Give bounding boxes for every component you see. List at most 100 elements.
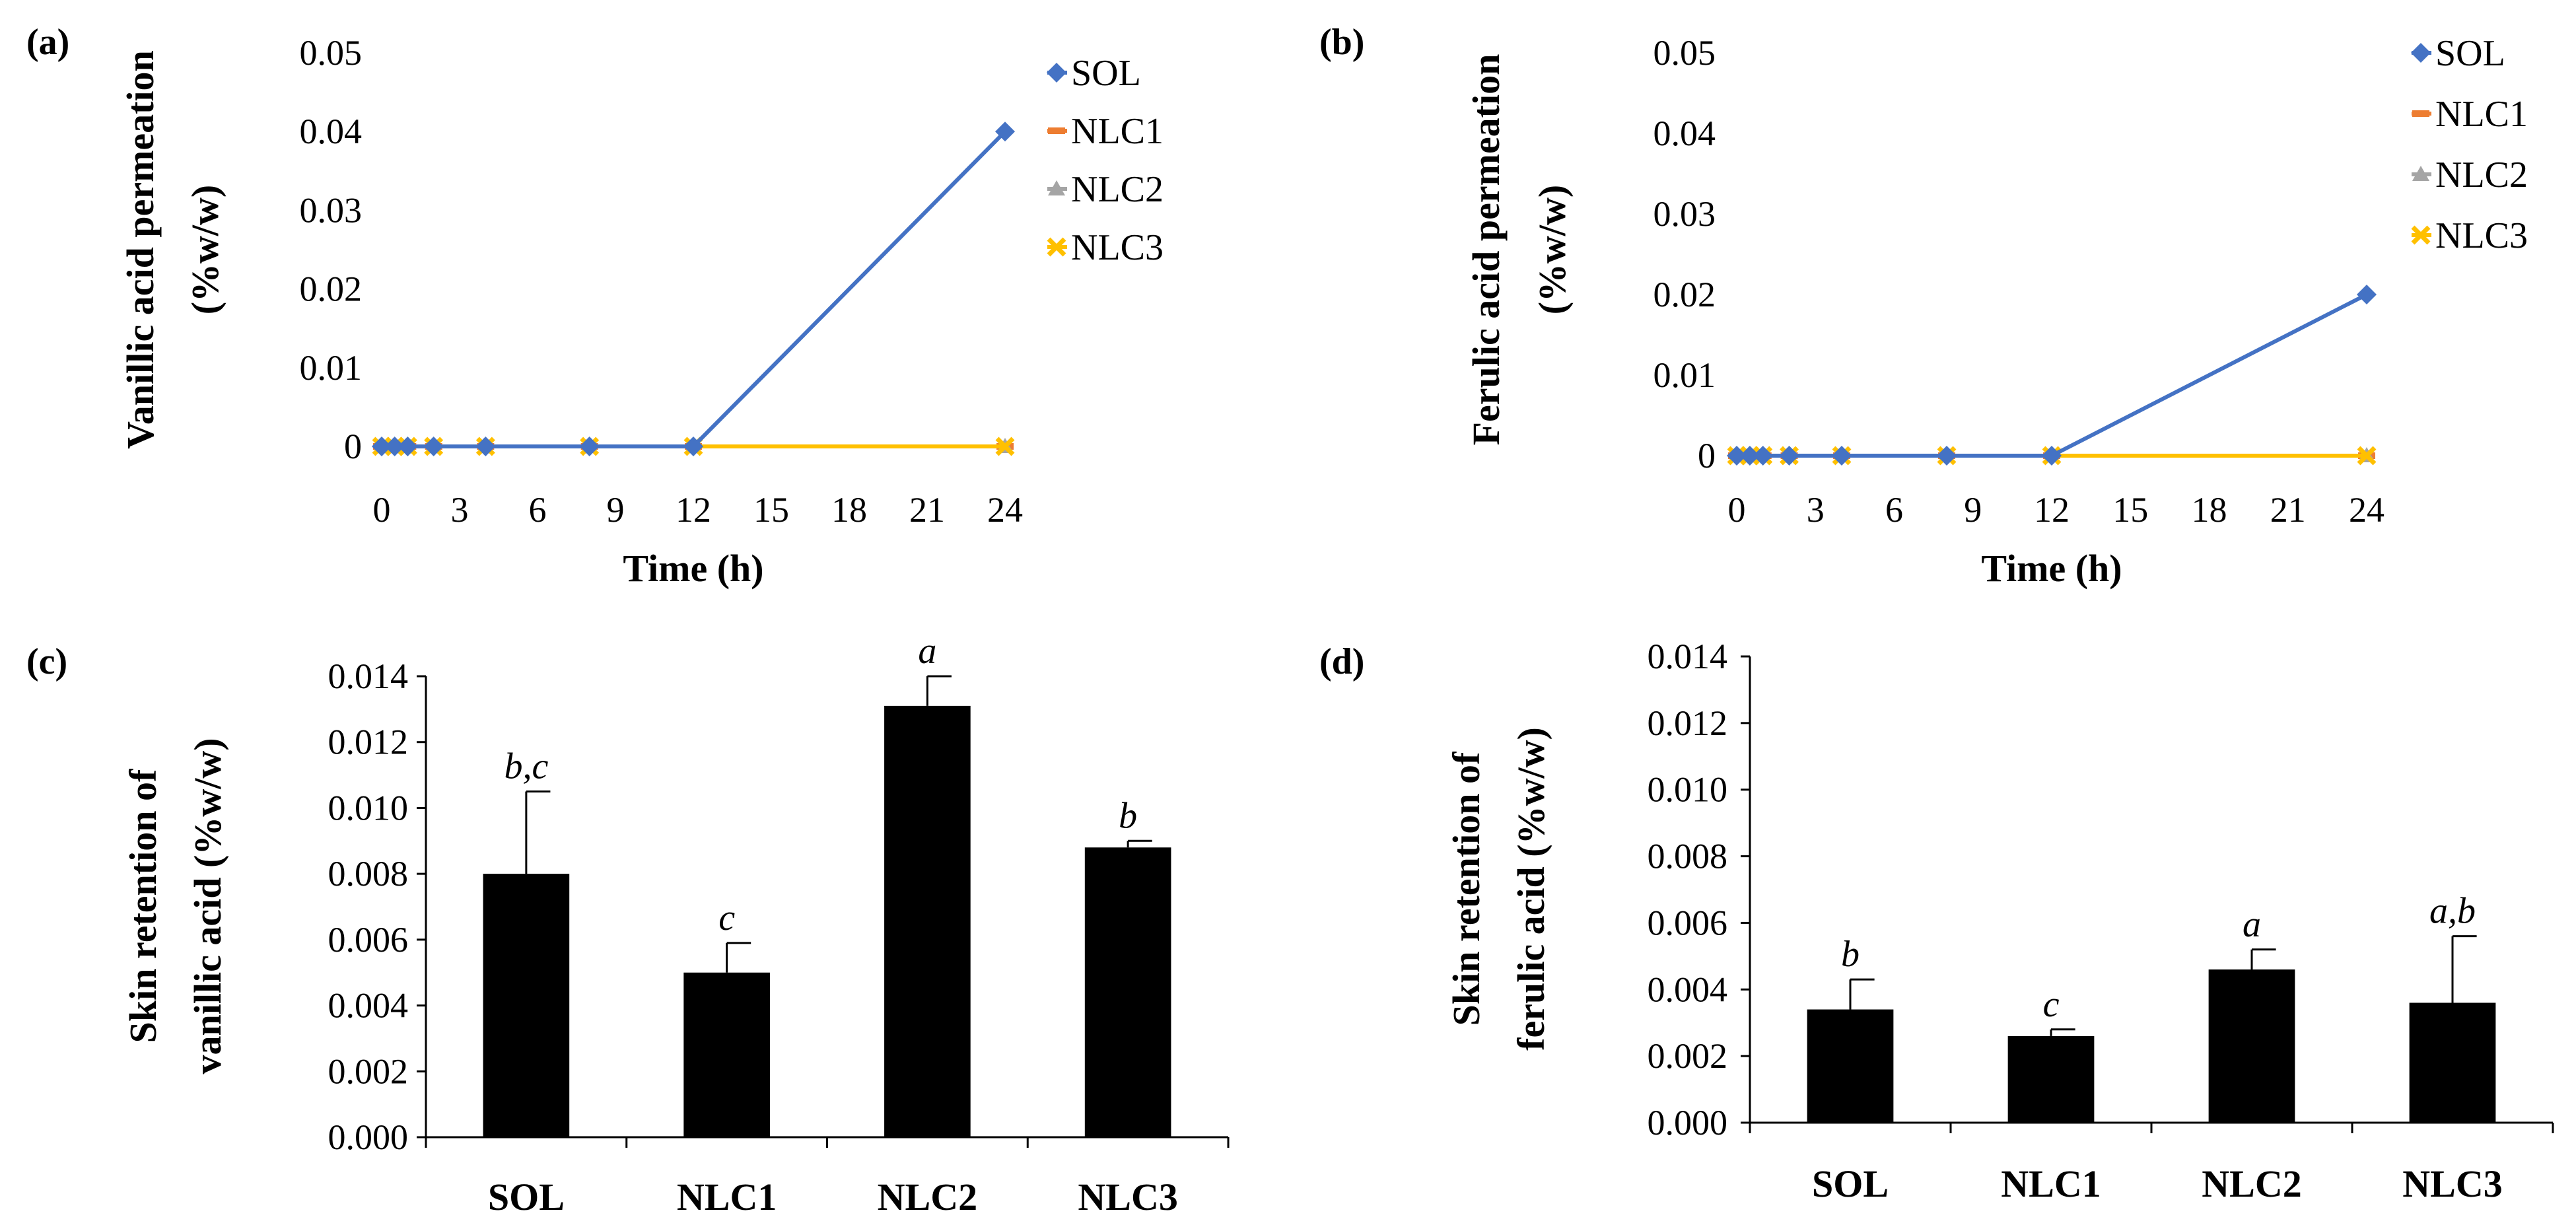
x-tick-label: 24 [2349, 490, 2385, 530]
y-tick-label: 0.04 [1654, 114, 1716, 153]
y-axis-label: (%w/w) [184, 185, 226, 315]
legend-label: SOL [1071, 53, 1141, 94]
x-tick-label: 12 [676, 490, 711, 530]
data-point-sol [384, 437, 405, 456]
x-tick-label: 3 [451, 490, 469, 530]
bar-nlc2 [2208, 969, 2295, 1123]
line-chart-b: (b) 0 0.01 0.02 0.03 0.04 0.05 0 3 6 9 12 15 18 21 24 Ti… [1319, 22, 2528, 590]
y-tick-label: 0.03 [300, 190, 363, 230]
legend-label: NLC1 [2435, 94, 2528, 135]
y-tick-label: 0.03 [1654, 194, 1716, 234]
category-label: NLC2 [878, 1176, 977, 1218]
line-chart-a: (a) 0 0.01 0.02 0.03 0.04 0.05 0 3 6 9 12 15 18 21 24 Ti… [26, 22, 1164, 590]
legend-label: NLC3 [1071, 227, 1164, 268]
data-point-sol [1832, 446, 1852, 466]
y-tick-label: 0.012 [328, 722, 409, 762]
y-axis-label: Vanillic acid permeation [119, 50, 162, 449]
y-tick-label: 0.014 [1648, 637, 1728, 676]
category-label: NLC1 [2001, 1162, 2101, 1205]
y-tick-label: 0.010 [1648, 770, 1728, 810]
category-label: SOL [488, 1176, 565, 1218]
y-tick-label: 0.008 [1648, 837, 1728, 876]
y-tick-label: 0.000 [1648, 1103, 1728, 1142]
x-tick-label: 15 [2112, 490, 2148, 530]
significance-label: a,b [2429, 891, 2476, 932]
y-tick-label: 0.05 [300, 33, 363, 73]
x-tick-label: 0 [373, 490, 391, 530]
x-tick-label: 12 [2034, 490, 2070, 530]
x-tick-label: 21 [2270, 490, 2306, 530]
data-point-sol [1753, 446, 1773, 466]
y-axis-label: Skin retention of [1445, 752, 1488, 1026]
legend-marker-sol [1047, 63, 1066, 83]
bar-chart-d: (d) 0.000 0.002 0.004 0.006 0.008 0.010 0.012 0.… [1319, 637, 2554, 1205]
y-tick-label: 0.01 [300, 348, 363, 388]
x-axis-label: Time (h) [623, 547, 763, 590]
data-point-sol [423, 437, 444, 456]
x-tick-label: 9 [607, 490, 625, 530]
y-tick-label: 0.004 [1648, 969, 1728, 1009]
bar-nlc2 [884, 705, 971, 1137]
legend: SOL NLC1 NLC2 NLC3 [2411, 33, 2528, 256]
significance-label: c [718, 897, 735, 938]
data-point-sol [2042, 446, 2062, 466]
y-tick-label: 0 [344, 427, 362, 466]
y-tick-label: 0.008 [328, 854, 409, 894]
legend-label: NLC1 [1071, 111, 1164, 152]
panel-label: (a) [26, 22, 69, 63]
legend-marker-sol [2411, 43, 2431, 63]
y-tick-label: 0 [1698, 436, 1716, 475]
x-tick-label: 24 [987, 490, 1023, 530]
x-tick-label: 6 [1885, 490, 1903, 530]
category-label: NLC3 [1078, 1176, 1177, 1218]
bar-nlc1 [683, 972, 770, 1137]
y-tick-label: 0.006 [328, 920, 409, 960]
legend-marker-nlc1 [1048, 127, 1065, 134]
x-tick-label: 6 [529, 490, 547, 530]
significance-label: b [1841, 934, 1860, 975]
x-tick-label: 15 [753, 490, 789, 530]
series-line-sol [1737, 293, 2368, 458]
significance-label: c [2043, 984, 2060, 1025]
bar-nlc3 [1084, 847, 1171, 1137]
y-tick-label: 0.012 [1648, 703, 1728, 743]
data-point-sol [579, 437, 600, 456]
legend-marker-nlc3 [1047, 237, 1066, 257]
y-axis-label: Skin retention of [122, 769, 164, 1043]
y-axis-label: Ferulic acid permeation [1465, 54, 1508, 446]
data-point-sol [2357, 285, 2377, 304]
data-point-sol [683, 437, 703, 456]
legend: SOL NLC1 NLC2 NLC3 [1047, 53, 1164, 268]
legend-label: NLC2 [1071, 169, 1164, 210]
y-tick-label: 0.014 [328, 656, 409, 696]
x-tick-label: 18 [2192, 490, 2227, 530]
y-tick-label: 0.010 [328, 788, 409, 827]
significance-label: b,c [504, 746, 548, 787]
legend-label: NLC2 [2435, 155, 2528, 195]
significance-label: b [1119, 795, 1137, 836]
y-tick-label: 0.02 [300, 269, 363, 309]
panel-label: (c) [26, 641, 67, 682]
y-tick-label: 0.006 [1648, 903, 1728, 942]
panel-label: (d) [1319, 641, 1364, 682]
y-tick-label: 0.02 [1654, 275, 1716, 314]
significance-label: a [918, 631, 936, 672]
x-axis-label: Time (h) [1981, 547, 2122, 590]
bar-sol [483, 874, 570, 1137]
bar-chart-c: (c) 0.000 0.002 0.004 0.006 0.008 0.010 0.012 0.… [26, 631, 1230, 1218]
x-tick-label: 0 [1728, 490, 1746, 530]
data-point-sol [475, 437, 496, 456]
bar-sol [1807, 1009, 1894, 1123]
y-tick-label: 0.002 [328, 1051, 409, 1091]
y-axis-label: (%w/w) [1531, 185, 1574, 315]
data-point-sol [1739, 446, 1760, 466]
legend-marker-nlc3 [2411, 225, 2431, 245]
x-tick-label: 3 [1807, 490, 1825, 530]
data-point-sol [1937, 446, 1957, 466]
y-tick-label: 0.01 [1654, 355, 1716, 395]
y-tick-label: 0.04 [300, 112, 363, 151]
category-label: SOL [1812, 1162, 1889, 1205]
significance-label: a [2243, 904, 2261, 945]
y-tick-label: 0.004 [328, 986, 409, 1026]
